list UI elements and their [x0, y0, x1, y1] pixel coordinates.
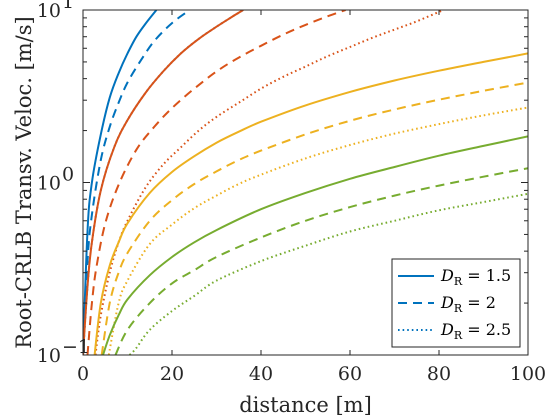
series-line-1	[83, 10, 158, 355]
series-line-5	[86, 10, 346, 355]
series-line-11	[114, 167, 528, 355]
series-line-10	[102, 135, 528, 355]
series-layer	[83, 10, 528, 355]
series-line-3	[83, 10, 244, 355]
legend-label-2: DR = 2	[440, 293, 496, 315]
series-line-8	[100, 81, 528, 355]
y-tick-exponent: 0	[62, 164, 74, 186]
series-line-2	[83, 10, 191, 355]
series-line-6	[94, 10, 444, 355]
series-line-12	[128, 192, 528, 355]
legend-label-3: DR = 2.5	[440, 320, 511, 342]
y-tick-exponent: −1	[62, 336, 90, 358]
y-tick-label: 10	[37, 173, 61, 195]
y-tick-exponent: 1	[62, 0, 74, 13]
y-axis-label: Root-CRLB Transv. Veloc. [m/s]	[12, 16, 36, 348]
x-tick-label: 100	[510, 363, 546, 385]
y-tick-label: 10	[37, 345, 61, 367]
x-tick-label: 40	[249, 363, 273, 385]
y-tick-label: 10	[37, 0, 61, 22]
series-line-7	[93, 52, 528, 355]
series-line-4	[83, 10, 244, 355]
legend: DR = 1.5 DR = 2 DR = 2.5	[391, 258, 521, 348]
x-tick-label: 20	[160, 363, 184, 385]
x-tick-label: 80	[427, 363, 451, 385]
legend-label-1: DR = 1.5	[440, 266, 511, 288]
x-axis-label: distance [m]	[239, 393, 372, 417]
x-tick-label: 60	[338, 363, 362, 385]
series-line-9	[107, 106, 528, 355]
x-tick-label: 0	[77, 363, 89, 385]
